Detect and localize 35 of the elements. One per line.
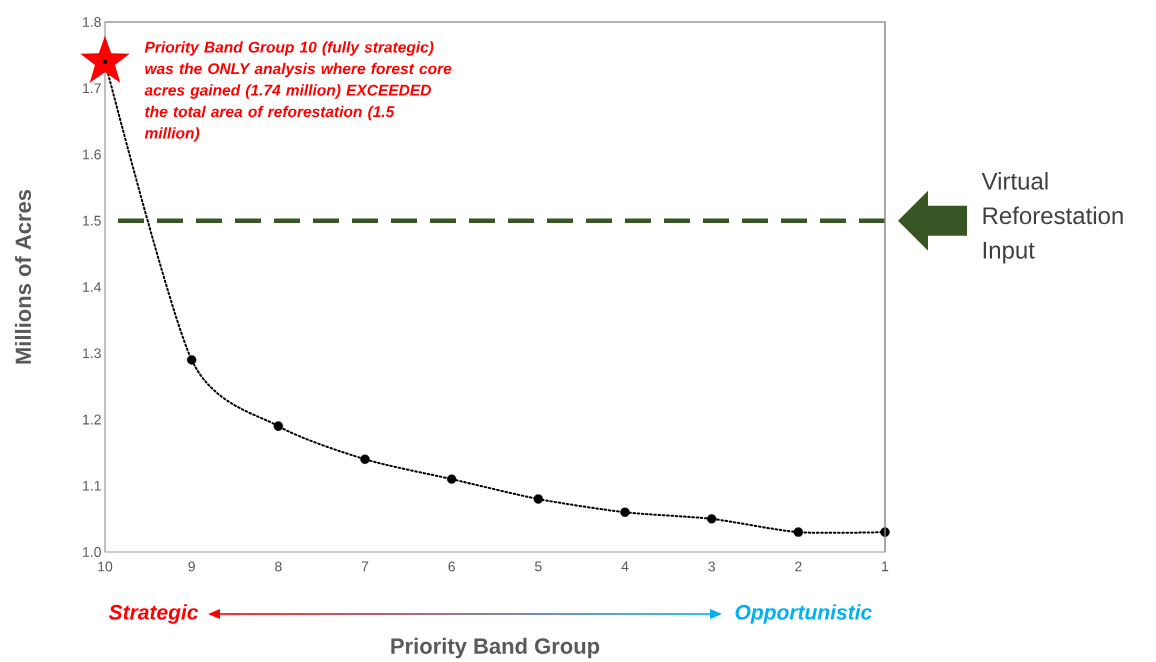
y-tick-label: 1.7 bbox=[83, 83, 101, 94]
point bbox=[360, 454, 370, 464]
point bbox=[446, 474, 457, 484]
y-tick-label: 1.4 bbox=[83, 282, 102, 292]
y-tick-label: 1.2 bbox=[83, 414, 101, 425]
point bbox=[620, 507, 630, 517]
point bbox=[102, 59, 108, 64]
y-tick-label: 1.0 bbox=[83, 547, 101, 557]
point bbox=[186, 355, 197, 365]
x-tick-label: 7 bbox=[361, 561, 369, 572]
annotation: Priority Band Group 10 (fully strategic) was the ONLY analysis where forest core acres gained (1.74 million) EXCEEDED the total area of reforestation (1.5 million) bbox=[144, 41, 452, 142]
x-tick-label: 8 bbox=[275, 561, 282, 572]
x-tick-label: 5 bbox=[535, 561, 542, 572]
y-tick-label: 1.8 bbox=[83, 17, 101, 27]
y-axis-title: Millions of Acres bbox=[14, 189, 32, 364]
point bbox=[533, 494, 544, 504]
x-tick-label: 1 bbox=[882, 561, 889, 572]
y-tick-label: 1.5 bbox=[83, 215, 101, 226]
point bbox=[880, 527, 890, 537]
x-tick-label: 9 bbox=[188, 561, 195, 572]
text: Opportunistic bbox=[735, 604, 872, 624]
point bbox=[793, 527, 804, 537]
x-tick-label: 6 bbox=[448, 561, 455, 572]
point bbox=[273, 421, 284, 431]
y-tick-label: 1.6 bbox=[83, 149, 101, 160]
x-tick-label: 3 bbox=[708, 561, 715, 572]
y-tick-label: 1.3 bbox=[83, 348, 101, 359]
text: Strategic bbox=[108, 604, 199, 624]
x-tick-label: 10 bbox=[98, 561, 113, 572]
x-axis-title: Priority Band Group bbox=[391, 637, 600, 659]
ref-line-label: Virtual Reforestation Input bbox=[981, 172, 1123, 264]
x-tick-label: 4 bbox=[621, 561, 629, 572]
point bbox=[706, 514, 717, 524]
y-tick-label: 1.1 bbox=[83, 480, 101, 491]
x-tick-label: 2 bbox=[795, 561, 802, 572]
